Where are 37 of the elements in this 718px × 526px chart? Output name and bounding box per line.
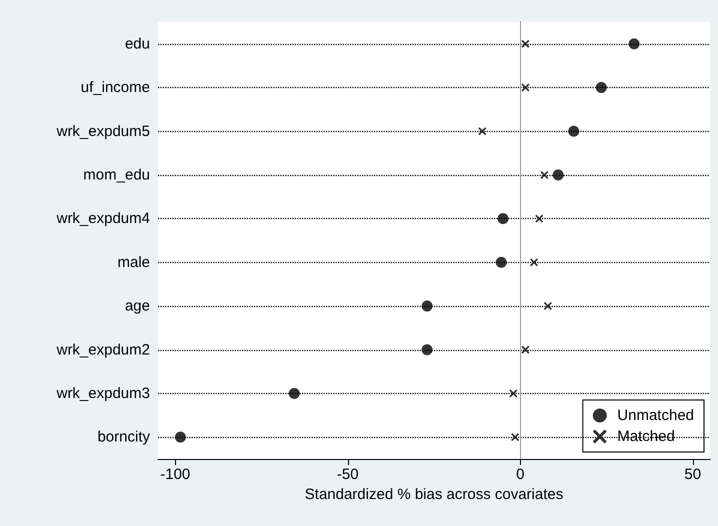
point [511, 433, 520, 442]
y-tick-label: male [117, 254, 150, 271]
x-tick-label: 50 [684, 466, 702, 483]
x-tick-label: -50 [336, 466, 359, 483]
y-tick-label: mom_edu [83, 166, 150, 184]
point [628, 38, 640, 50]
point [544, 302, 552, 310]
x-tick-label: -100 [160, 466, 190, 483]
y-tick-label: uf_income [80, 79, 150, 96]
x-axis-title: Standardized % bias across covariates [304, 486, 564, 503]
y-tick-label: wrk_expdum5 [56, 122, 150, 140]
point [422, 300, 433, 312]
y-tick-label: wrk_expdum3 [56, 384, 150, 402]
y-tick-label: wrk_expdum2 [56, 341, 150, 358]
point [422, 344, 433, 356]
y-tick-label: wrk_expdum4 [56, 210, 150, 228]
point [540, 170, 548, 179]
point [496, 256, 507, 268]
point [509, 389, 518, 398]
point [521, 40, 530, 48]
point [521, 84, 530, 92]
point [535, 214, 544, 223]
point [174, 432, 186, 443]
point [552, 169, 564, 180]
point [596, 82, 607, 94]
point [530, 258, 538, 266]
x-tick-label: 0 [516, 466, 524, 483]
y-tick-label: edu [124, 35, 150, 52]
point [288, 388, 300, 399]
y-tick-label: borncity [97, 428, 150, 446]
legend-label: Unmatched [617, 407, 694, 424]
point [498, 213, 508, 224]
point [521, 346, 530, 354]
point [568, 126, 580, 137]
point [478, 127, 486, 136]
y-tick-label: age [124, 298, 150, 315]
legend-label: Matched [617, 428, 675, 445]
